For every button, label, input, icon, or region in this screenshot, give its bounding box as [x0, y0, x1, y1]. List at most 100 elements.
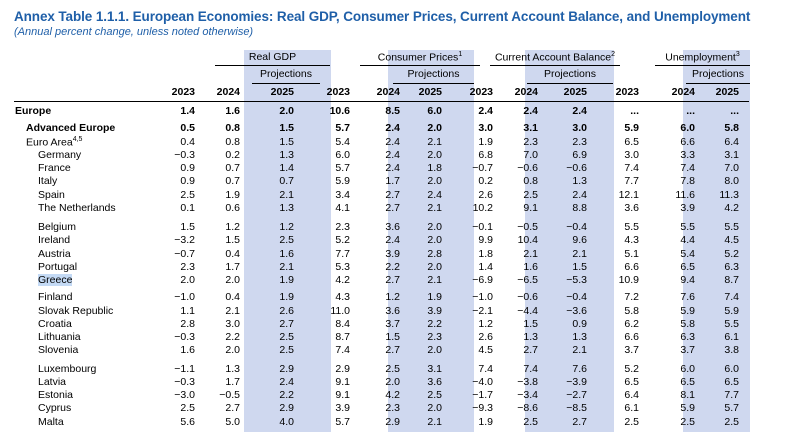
table-cell: 7.4	[680, 162, 695, 174]
row-label: Latvia	[38, 376, 66, 388]
table-cell: −1.1	[174, 363, 195, 375]
projections-underline	[393, 83, 474, 84]
table-cell: 2.3	[523, 136, 538, 148]
table-cell: −0.5	[517, 221, 538, 233]
table-cell: −8.6	[517, 402, 538, 414]
table-cell: 0.4	[180, 136, 195, 148]
table-cell: −0.3	[174, 376, 195, 388]
table-cell: 7.4	[335, 344, 350, 356]
table-cell: 5.8	[624, 305, 639, 317]
table-cell: 3.9	[335, 402, 350, 414]
country-name: Portugal	[38, 261, 78, 273]
table-cell: 1.7	[385, 175, 400, 187]
table-cell: −0.6	[517, 291, 538, 303]
table-cell: −6.5	[517, 274, 538, 286]
row-label: Belgium	[38, 221, 76, 233]
table-cell: 6.1	[624, 402, 639, 414]
table-cell: 2.9	[279, 402, 294, 414]
table-cell: 2.5	[523, 416, 538, 428]
table-cell: 1.1	[180, 305, 195, 317]
table-cell: 2.4	[427, 189, 442, 201]
row-label: Advanced Europe	[26, 122, 115, 134]
table-cell: 5.5	[724, 221, 739, 233]
table-cell: 1.3	[279, 202, 294, 214]
table-cell: 6.2	[624, 318, 639, 330]
table-cell: 2.4	[385, 162, 400, 174]
table-cell: 7.4	[724, 291, 739, 303]
table-cell: −3.9	[566, 376, 587, 388]
table-cell: 1.9	[427, 291, 442, 303]
footnote-marker: 1	[458, 51, 463, 58]
table-cell: 6.8	[478, 149, 493, 161]
table-cell: 5.9	[335, 175, 350, 187]
table-cell: 7.4	[478, 363, 493, 375]
year-header: 2025	[715, 86, 739, 98]
year-header: 2025	[270, 86, 294, 98]
table-cell: 2.4	[523, 105, 538, 117]
row-label: Lithuania	[38, 331, 81, 343]
table-cell: 1.9	[478, 416, 493, 428]
table-cell: 0.8	[225, 122, 240, 134]
table-cell: 6.0	[335, 149, 350, 161]
table-cell: 1.5	[523, 318, 538, 330]
table-cell: 6.3	[724, 261, 739, 273]
table-cell: 1.3	[279, 149, 294, 161]
table-cell: 12.1	[618, 189, 639, 201]
footnote-marker: 2	[611, 51, 616, 58]
table-cell: 4.2	[335, 274, 350, 286]
table-cell: 8.8	[572, 202, 587, 214]
table-subtitle: (Annual percent change, unless noted oth…	[14, 26, 254, 38]
table-cell: 2.1	[427, 416, 442, 428]
projection-shade	[525, 50, 614, 432]
table-cell: 0.2	[225, 149, 240, 161]
row-label: Estonia	[38, 389, 73, 401]
column-group-header: Real GDP	[215, 51, 330, 63]
table-cell: 2.0	[225, 274, 240, 286]
table-cell: 0.7	[225, 162, 240, 174]
table-cell: 1.4	[279, 162, 294, 174]
footnote-marker: 3	[735, 51, 740, 58]
table-cell: 6.5	[724, 376, 739, 388]
table-cell: 5.4	[335, 136, 350, 148]
projections-header: Projections	[692, 68, 744, 80]
table-cell: 5.9	[724, 305, 739, 317]
table-cell: 5.9	[680, 305, 695, 317]
country-name: Slovenia	[38, 344, 79, 356]
table-cell: 2.1	[279, 189, 294, 201]
table-cell: 2.0	[427, 149, 442, 161]
table-cell: 6.3	[680, 331, 695, 343]
table-cell: 4.5	[478, 344, 493, 356]
country-name: Belgium	[38, 221, 76, 233]
table-cell: 1.5	[279, 122, 294, 134]
table-cell: 2.3	[335, 221, 350, 233]
table-cell: 5.4	[680, 248, 695, 260]
table-cell: 0.7	[279, 175, 294, 187]
table-cell: −0.1	[472, 221, 493, 233]
country-name: Latvia	[38, 376, 67, 388]
table-cell: 2.5	[180, 189, 195, 201]
table-cell: 5.8	[724, 122, 739, 134]
table-cell: 5.2	[724, 248, 739, 260]
row-label: Luxembourg	[38, 363, 96, 375]
table-cell: 2.1	[225, 305, 240, 317]
table-cell: 1.9	[279, 291, 294, 303]
table-cell: −0.4	[566, 221, 587, 233]
table-cell: 6.6	[624, 261, 639, 273]
table-cell: 1.9	[478, 136, 493, 148]
table-cell: 2.7	[385, 344, 400, 356]
table-cell: 5.5	[724, 318, 739, 330]
table-cell: 9.6	[572, 234, 587, 246]
row-label: Croatia	[38, 318, 72, 330]
table-cell: 4.4	[680, 234, 695, 246]
table-cell: 2.5	[279, 331, 294, 343]
table-cell: 8.5	[385, 105, 400, 117]
table-cell: 1.5	[225, 234, 240, 246]
table-cell: 10.9	[618, 274, 639, 286]
country-name: Malta	[38, 416, 64, 428]
table-cell: 2.0	[427, 122, 442, 134]
table-cell: 6.5	[680, 376, 695, 388]
table-cell: −1.0	[174, 291, 195, 303]
table-cell: 3.9	[680, 202, 695, 214]
table-cell: 2.7	[523, 344, 538, 356]
projections-underline	[686, 83, 750, 84]
